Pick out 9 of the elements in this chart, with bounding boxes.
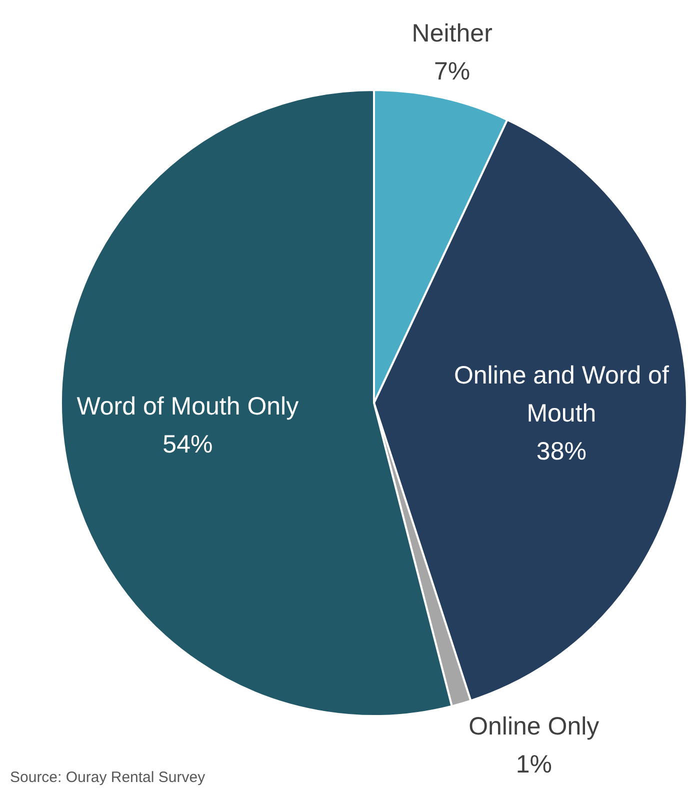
slice-label: Word of Mouth Only [76,392,300,420]
data-label: 54% [162,430,213,458]
data-label: 38% [536,438,586,466]
slice-label: Online Only [468,712,600,741]
data-label: 1% [516,750,552,779]
slice-label: Online and Word of Mouth [454,362,669,428]
data-label: 7% [434,58,470,86]
slice-label: Neither [412,20,492,48]
source-note: Source: Ouray Rental Survey [10,769,206,786]
